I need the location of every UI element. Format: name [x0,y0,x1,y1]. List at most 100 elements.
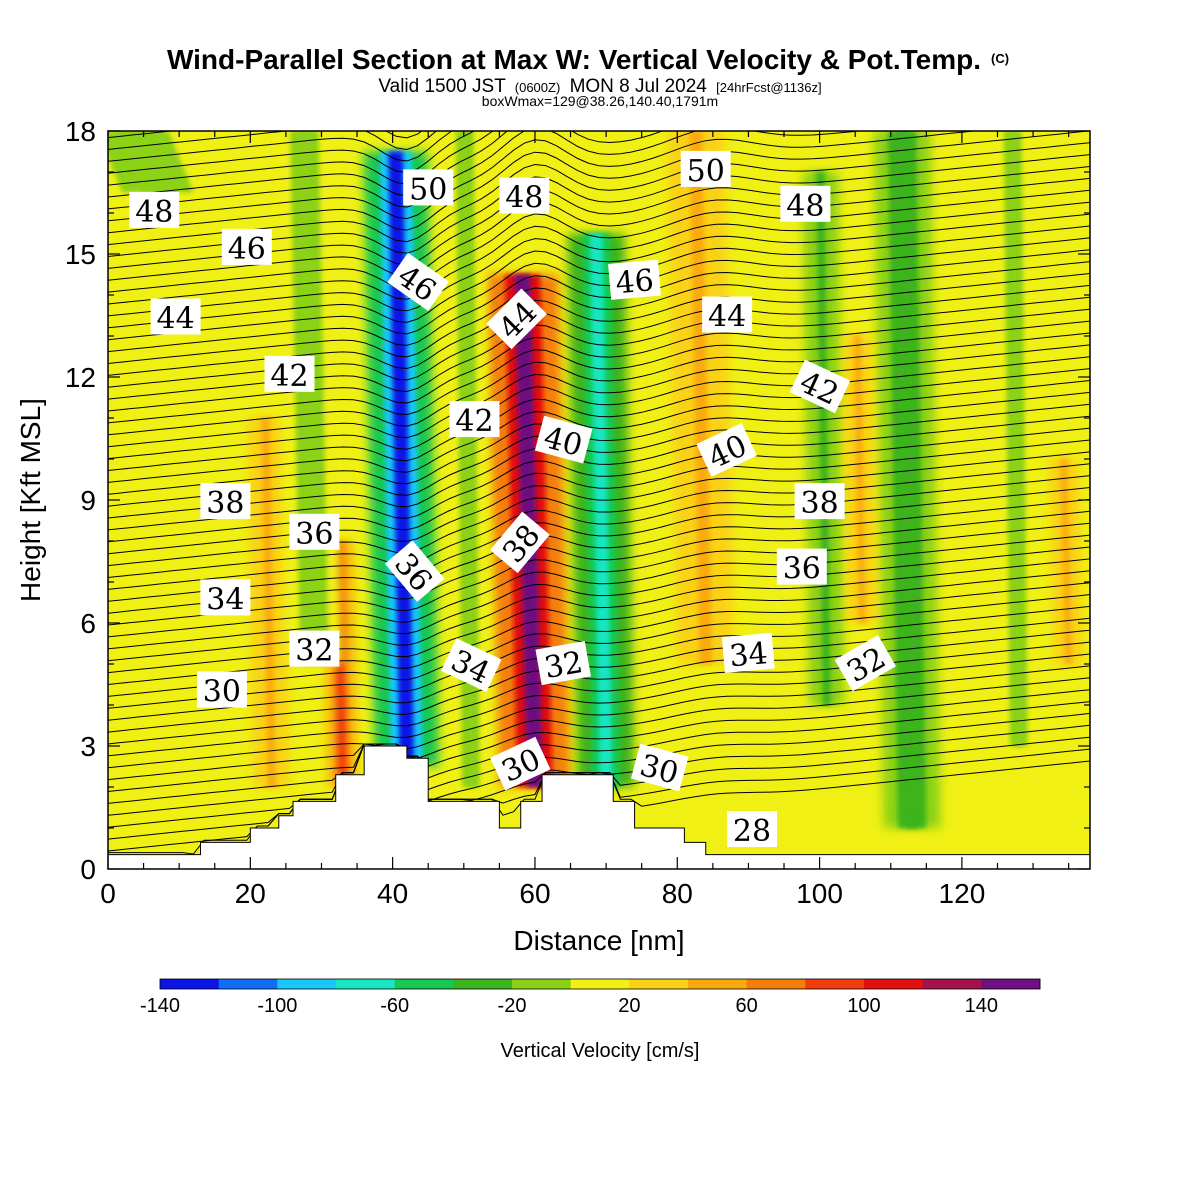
colorbar: -140 -100 -60 -20 20 60 100 140 [140,978,1041,1017]
colorbar-swatch [746,979,806,989]
theta-contour-label: 48 [499,177,550,216]
colorbar-tick-label: 60 [736,995,758,1017]
theta-label-text: 50 [409,172,447,207]
theta-contour-line [108,665,1090,769]
theta-contour-label: 30 [196,671,247,710]
colorbar-tick-label: -140 [140,995,180,1017]
theta-label-box [449,401,500,438]
velocity-band-0-layer [388,151,415,767]
colorbar-frame [159,978,1041,990]
theta-contour-label: 50 [403,169,454,207]
y-tick-label: 18 [65,116,96,147]
theta-contour-line [108,712,1090,816]
theta-contour-line [108,582,1090,685]
colorbar-tick-label: -60 [380,995,409,1017]
colorbar-swatch [277,979,337,989]
theta-label-text: 46 [614,263,655,301]
theta-label-box [794,483,845,520]
colorbar-swatch [160,979,220,989]
velocity-band-10-layer [854,336,866,623]
theta-contour-line [108,546,1090,650]
colorbar-swatch [453,979,513,989]
theta-contour-line [108,131,454,162]
theta-contour-line [108,439,1090,543]
theta-contour-line [108,249,1090,353]
theta-contour-line [108,380,1090,483]
theta-contour-line [108,463,1090,567]
theta-contour-line [108,131,864,210]
theta-label-box [486,288,547,350]
colorbar-swatch [922,979,982,989]
theta-label-text: 42 [270,359,308,394]
velocity-band-3-layer [589,233,613,787]
theta-label-text: 48 [135,195,173,230]
theta-contour-line [108,201,1090,305]
theta-label-box [702,296,753,333]
x-axis: 0 20 40 60 80 100 120 [100,131,1070,909]
theta-label-box [221,228,272,265]
theta-contour-line [108,368,1090,471]
theta-label-text: 42 [455,404,493,439]
theta-label-box [490,736,551,791]
theta-contour-line [108,570,1090,674]
theta-label-box [441,638,502,692]
theta-contour-line [108,237,1090,341]
theta-contour-line [108,498,1090,602]
velocity-band-0 [363,151,439,767]
theta-label-box [289,630,340,667]
chart-subtitle-valid: Valid 1500 JST (0600Z) MON 8 Jul 2024 [2… [378,76,821,97]
theta-label-text: 48 [505,181,543,216]
x-tick-label: 80 [662,878,693,909]
theta-label-box [630,743,689,792]
colorbar-swatch [336,979,396,989]
theta-label-box [289,513,340,550]
colorbar-swatch [864,979,924,989]
theta-label-text: 46 [228,232,266,267]
theta-contour-label: 46 [221,228,272,267]
theta-contour-line [108,131,664,198]
colorbar-swatch [218,979,278,989]
x-tick-label: 20 [235,878,266,909]
x-tick-label: 100 [796,878,843,909]
theta-contour-line [108,131,437,151]
theta-label-text: 48 [786,189,824,224]
colorbar-swatch [570,979,630,989]
theta-label-box [727,811,777,847]
theta-label-text: 28 [733,814,771,849]
y-tick-label: 12 [65,362,96,393]
theta-contour-line [108,510,1090,614]
colorbar-swatch [805,979,865,989]
colorbar-tick-label: 100 [847,995,880,1017]
theta-contour-label: 36 [776,548,827,587]
theta-contour-line [108,189,1090,293]
theta-label-text: 44 [708,300,746,335]
theta-contour-line [108,534,1090,638]
theta-label-box [534,415,593,464]
x-tick-label: 0 [100,878,116,909]
theta-label-box [721,632,775,673]
y-tick-label: 15 [65,239,96,270]
theta-contour-label: 38 [200,483,251,521]
velocity-band-2-layer [460,131,475,787]
theta-contour-line [108,403,1090,507]
theta-contour-label: 48 [129,191,180,230]
y-tick-label: 6 [80,608,96,639]
theta-contour-line [108,522,1090,626]
theta-contour-label: 28 [727,811,777,849]
theta-contour-line [108,356,1090,460]
theta-contour-label: 44 [150,298,201,337]
theta-label-box [200,483,251,520]
theta-contour-line [108,391,1090,495]
theta-contour-line [108,594,1090,697]
theta-contour-label: 42 [264,355,315,394]
theta-contour-line [108,605,1090,709]
theta-contour-line [108,308,1090,412]
theta-contour-line [108,487,1090,590]
theta-label-text: 50 [687,154,725,189]
theta-contour-line [108,225,1090,329]
theta-label-box [384,540,445,602]
theta-label-text: 36 [783,552,821,587]
colorbar-swatch [394,979,454,989]
theta-label-text: 44 [157,302,195,337]
